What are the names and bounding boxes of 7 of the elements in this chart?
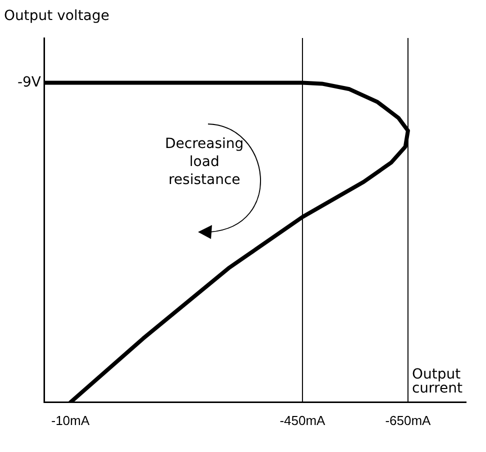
text: -9V xyxy=(17,74,42,90)
y-axis-title: Output voltage xyxy=(4,8,110,24)
annotation: Decreasing load resistance xyxy=(165,136,244,188)
x-tick-label: -650mA xyxy=(385,412,432,428)
x-axis-title: Output current xyxy=(412,366,463,396)
x-tick-label: -10mA xyxy=(51,412,90,428)
x-tick-label: -450mA xyxy=(280,412,326,428)
